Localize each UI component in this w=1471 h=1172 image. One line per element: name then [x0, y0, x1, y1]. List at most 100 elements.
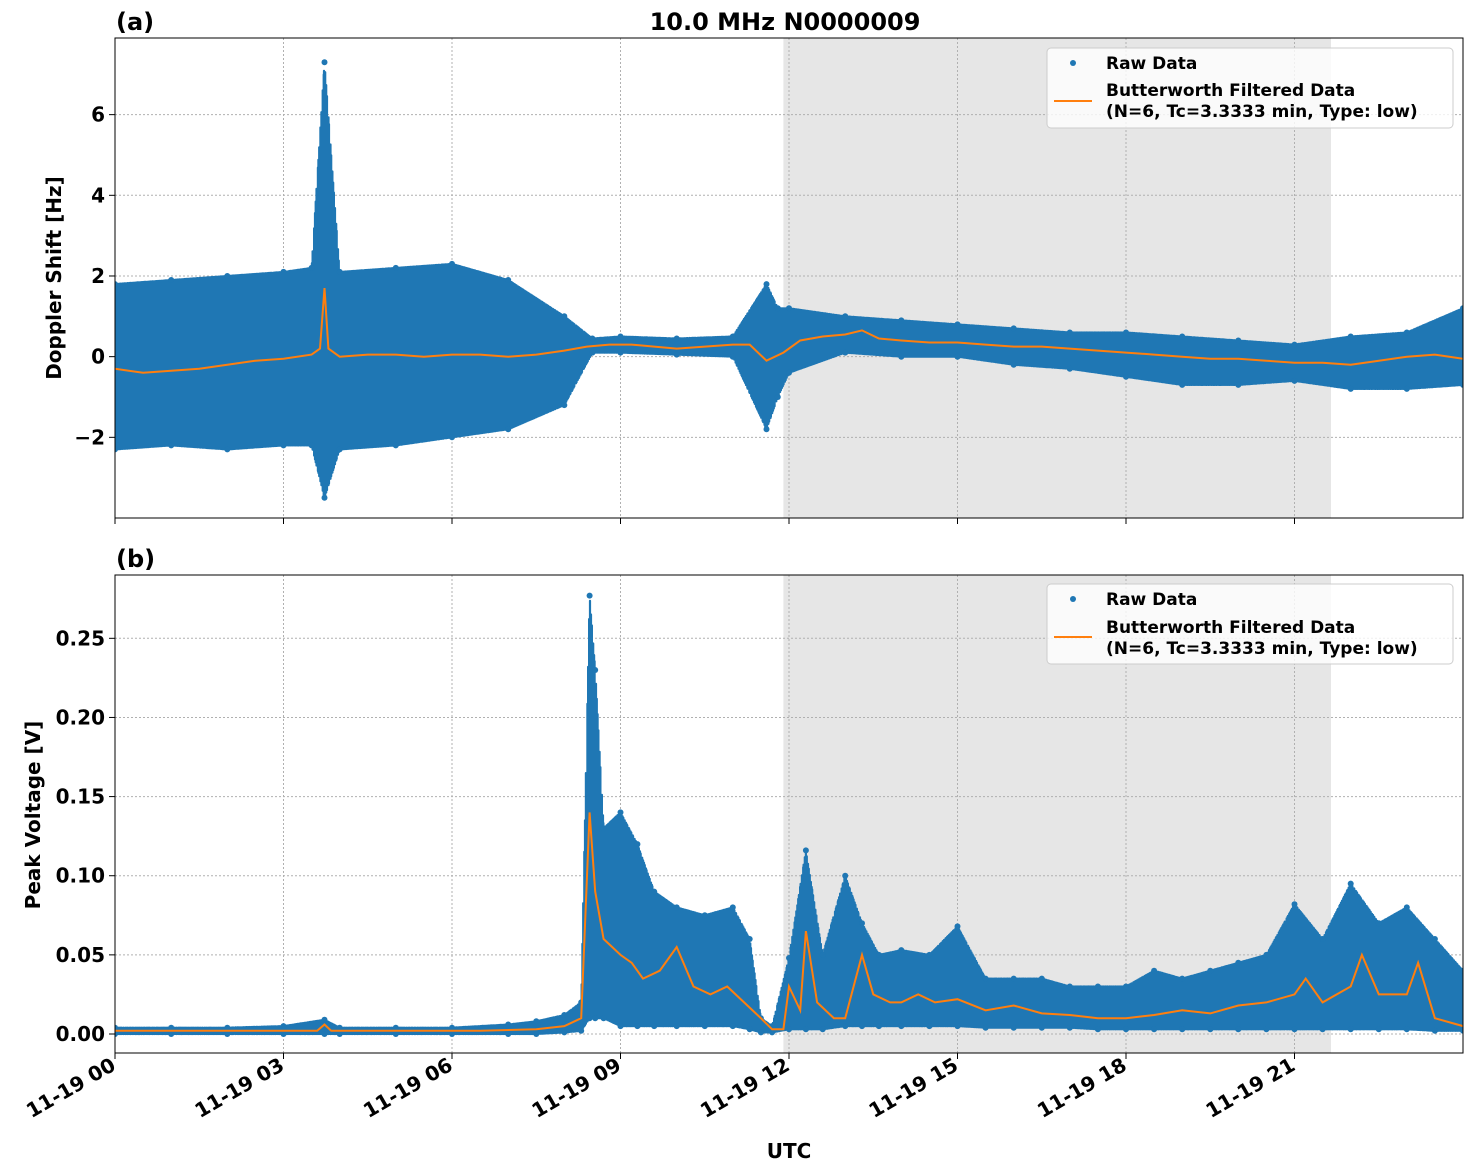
raw-data-point	[1319, 936, 1326, 942]
y-tick-label: 0.10	[56, 864, 105, 888]
raw-data-point	[561, 1029, 568, 1036]
legend-marker-raw-a	[1070, 60, 1076, 66]
legend-box-b	[1046, 583, 1454, 665]
y-tick-label: 6	[91, 103, 105, 127]
raw-data-point	[392, 1024, 399, 1031]
panel-a: −2 0 2 4 6 (a) 10.0 MHz N0000009 Doppler Shi…	[42, 8, 1464, 524]
raw-data-point	[1375, 1026, 1382, 1033]
y-tick-label: 0.20	[56, 705, 105, 729]
raw-data-point	[1291, 901, 1298, 908]
raw-data-point	[280, 1031, 287, 1037]
raw-data-point	[168, 442, 175, 449]
raw-data-point	[578, 1027, 585, 1034]
raw-data-point	[1010, 975, 1017, 982]
raw-data-point	[819, 1026, 826, 1033]
raw-data-point	[1263, 951, 1270, 958]
raw-data-point	[561, 402, 568, 409]
raw-data-point	[280, 442, 287, 449]
raw-data-point	[336, 268, 343, 275]
raw-data-point	[859, 920, 865, 927]
raw-data-point	[875, 951, 882, 958]
raw-data-point	[786, 955, 792, 961]
legend-filtered-label-b-line2: (N=6, Tc=3.3333 min, Type: low)	[1106, 639, 1418, 659]
raw-data-point	[617, 349, 624, 356]
raw-data-point	[1460, 305, 1463, 312]
raw-data-point	[1291, 377, 1298, 384]
filtered-data-line-a	[115, 288, 1463, 374]
raw-data-point	[308, 264, 315, 271]
raw-data-point	[982, 975, 989, 982]
raw-data-point	[1347, 385, 1354, 392]
raw-data-point	[1207, 1026, 1214, 1033]
raw-data-point	[729, 353, 736, 360]
raw-data-point	[898, 1023, 905, 1030]
y-ticks-b: 0.00 0.05 0.10 0.15 0.20 0.25	[56, 626, 115, 1046]
legend-marker-raw-b	[1070, 596, 1076, 602]
raw-data-point	[321, 1016, 328, 1023]
raw-data-point	[819, 951, 826, 958]
raw-data-point	[1151, 1026, 1158, 1033]
raw-data-point	[586, 1015, 593, 1022]
raw-data-point	[336, 446, 343, 453]
raw-data-point	[592, 1015, 599, 1022]
raw-data-point	[729, 904, 736, 911]
y-tick-label: −2	[74, 425, 105, 449]
raw-data-point	[533, 1018, 540, 1025]
y-tick-label: 0.05	[56, 943, 105, 967]
raw-data-point	[321, 494, 328, 501]
panel-label-a: (a)	[116, 8, 154, 36]
raw-data-point	[505, 277, 512, 283]
raw-data-point	[673, 351, 680, 358]
raw-data-point	[1123, 1026, 1129, 1033]
filtered-data-line-b	[115, 812, 1463, 1032]
raw-data-point	[859, 1023, 865, 1030]
raw-data-point	[505, 1031, 512, 1037]
raw-data-point	[336, 1024, 343, 1031]
raw-data-point	[449, 1031, 455, 1037]
raw-data-point	[1010, 1024, 1017, 1031]
raw-data-point	[115, 1024, 118, 1031]
raw-data-point	[729, 333, 736, 340]
raw-data-point	[774, 305, 781, 312]
raw-data-point	[1151, 967, 1158, 974]
legend-filtered-label-b-line1: Butterworth Filtered Data	[1106, 618, 1355, 638]
raw-data-point	[449, 1024, 455, 1031]
raw-data-point	[1207, 967, 1214, 974]
raw-data-point	[1094, 1026, 1101, 1033]
raw-data-point	[115, 281, 118, 288]
raw-data-point	[533, 1031, 540, 1037]
raw-data-series-b	[115, 592, 1463, 1037]
raw-data-point	[224, 1024, 231, 1031]
raw-data-point	[1123, 373, 1129, 380]
raw-data-point	[1066, 983, 1073, 990]
legend-filtered-label-a-line1: Butterworth Filtered Data	[1106, 81, 1355, 101]
raw-data-point	[115, 446, 118, 453]
raw-data-point	[673, 904, 680, 911]
raw-data-point	[449, 260, 455, 267]
grid-b	[115, 575, 1463, 1053]
raw-data-point	[1235, 337, 1242, 344]
raw-data-point	[617, 1023, 624, 1030]
raw-data-point	[954, 321, 961, 328]
raw-data-point	[786, 1026, 792, 1033]
raw-data-point	[224, 446, 231, 453]
raw-data-point	[954, 1023, 961, 1030]
raw-data-point	[898, 947, 905, 954]
raw-data-point	[1123, 983, 1129, 990]
y-tick-label: 2	[91, 264, 105, 288]
raw-data-point	[1347, 1026, 1354, 1033]
raw-data-point	[589, 349, 596, 356]
raw-data-point	[1179, 975, 1186, 982]
y-ticks-a: −2 0 2 4 6	[74, 103, 115, 449]
raw-data-point	[1403, 385, 1410, 392]
legend-filtered-label-a-line2: (N=6, Tc=3.3333 min, Type: low)	[1106, 102, 1418, 122]
raw-data-point	[802, 847, 809, 854]
raw-data-point	[1179, 333, 1186, 340]
y-tick-label: 0.25	[56, 626, 105, 650]
raw-data-point	[774, 394, 781, 400]
raw-data-point	[1094, 983, 1101, 990]
raw-data-point	[926, 1023, 933, 1030]
raw-data-point	[1375, 920, 1382, 927]
raw-data-point	[1431, 1027, 1438, 1034]
